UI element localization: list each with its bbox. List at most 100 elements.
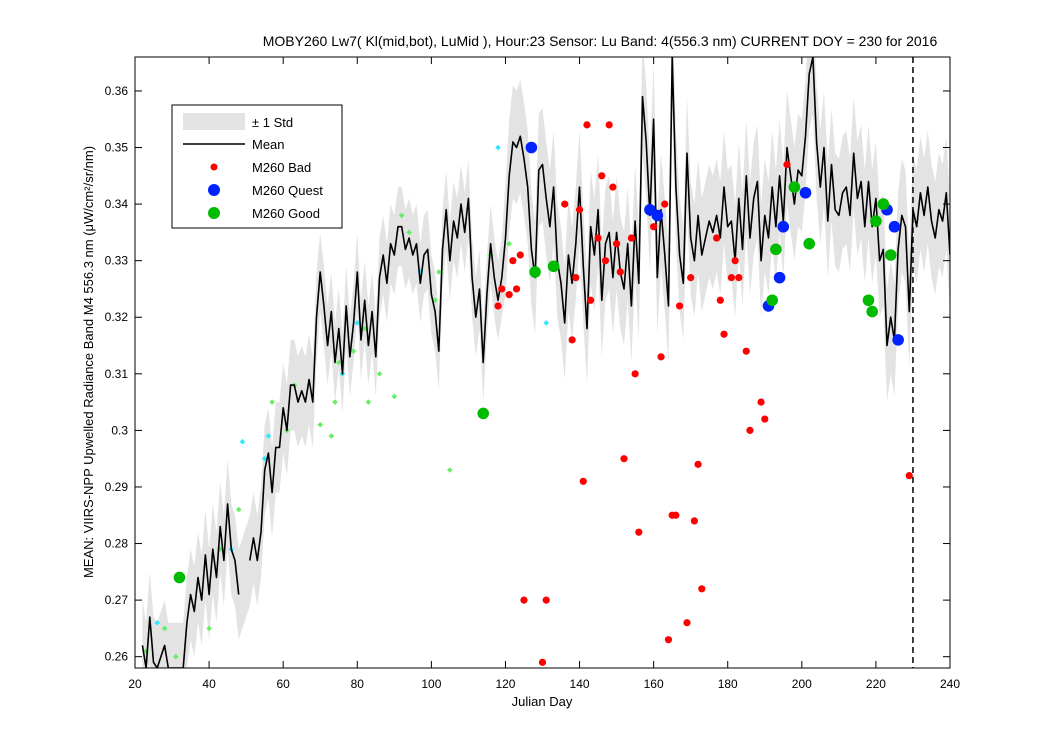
aux-cyan-point: [154, 619, 161, 626]
bad-point: [561, 200, 569, 208]
bad-point: [698, 585, 706, 593]
quest-point: [888, 220, 901, 233]
x-tick-label: 20: [128, 677, 142, 691]
bad-point: [683, 619, 691, 627]
bad-point: [572, 274, 580, 282]
aux-green-point: [317, 421, 324, 428]
x-tick-label: 40: [202, 677, 216, 691]
good-point: [770, 243, 782, 256]
aux-green-point: [328, 433, 335, 439]
bad-point: [742, 347, 750, 355]
good-point: [788, 181, 801, 193]
legend-bad-marker: [210, 163, 218, 171]
bad-point: [609, 183, 617, 191]
bad-point: [757, 398, 765, 406]
aux-green-point: [365, 399, 372, 405]
bad-point: [694, 460, 702, 468]
aux-green-point: [435, 269, 442, 275]
bad-point: [631, 370, 639, 378]
bad-point: [761, 415, 769, 423]
bad-point: [731, 257, 739, 265]
bad-point: [720, 330, 728, 338]
quest-point: [777, 220, 790, 233]
bad-point: [661, 200, 669, 208]
bad-point: [783, 160, 791, 169]
chart-title: MOBY260 Lw7( Kl(mid,bot), LuMid ), Hour:…: [263, 33, 938, 49]
bad-point: [520, 596, 528, 604]
bad-point: [664, 636, 673, 644]
bad-point: [746, 426, 754, 434]
bad-point: [601, 257, 610, 265]
bad-point: [594, 234, 602, 242]
good-point: [766, 294, 778, 307]
y-tick-label: 0.36: [105, 84, 129, 98]
legend-bad-label: M260 Bad: [252, 160, 311, 175]
good-point: [547, 260, 560, 273]
y-tick-label: 0.28: [105, 537, 129, 551]
aux-green-point: [332, 399, 338, 405]
x-tick-label: 60: [277, 677, 291, 691]
x-tick-label: 80: [351, 677, 365, 691]
bad-point: [616, 268, 624, 276]
marker-points-layer: [173, 121, 913, 666]
bad-point: [587, 296, 595, 304]
bad-point: [690, 517, 698, 525]
legend-quest-label: M260 Quest: [252, 183, 323, 198]
good-point: [877, 198, 890, 210]
quest-point: [892, 334, 904, 346]
bad-point: [713, 234, 721, 242]
bad-point: [627, 234, 636, 242]
y-tick-label: 0.27: [105, 593, 129, 607]
good-point: [803, 237, 816, 250]
aux-green-point: [172, 653, 179, 660]
x-tick-label: 240: [940, 677, 960, 691]
x-axis-label: Julian Day: [512, 694, 573, 709]
aux-cyan-point: [495, 144, 501, 151]
x-tick-label: 180: [718, 677, 738, 691]
quest-point: [525, 141, 538, 154]
legend-good-marker: [208, 207, 220, 219]
aux-green-point: [161, 625, 168, 632]
aux-green-point: [506, 240, 512, 247]
aux-green-point: [217, 546, 224, 552]
aux-green-point: [350, 348, 357, 354]
bad-point: [905, 472, 913, 480]
aux-cyan-point: [354, 320, 361, 326]
good-point: [866, 305, 879, 318]
quest-point: [651, 209, 664, 222]
aux-green-point: [376, 371, 383, 377]
y-tick-label: 0.31: [105, 367, 129, 381]
aux-cyan-point: [239, 438, 246, 445]
bad-point: [620, 455, 628, 463]
y-tick-label: 0.34: [105, 197, 129, 211]
plot-frame: [134, 56, 951, 669]
x-tick-label: 120: [495, 677, 515, 691]
y-tick-label: 0.33: [105, 254, 129, 268]
y-axis-label: MEAN: VIIRS-NPP Upwelled Radiance Band M…: [81, 146, 96, 578]
aux-green-point: [269, 399, 275, 405]
aux-cyan-point: [265, 433, 272, 439]
aux-green-point: [361, 325, 368, 332]
legend-std-swatch: [183, 113, 245, 130]
bad-point: [575, 206, 584, 214]
y-tick-label: 0.3: [111, 423, 128, 437]
bad-point: [509, 257, 517, 265]
x-axis-ticks: 20 40 60 80 100 120 140 160 180 200 220 240: [128, 57, 960, 691]
legend-std-label: ± 1 Std: [252, 115, 293, 130]
bad-point: [675, 302, 684, 310]
bad-point: [568, 336, 576, 344]
y-axis-ticks: 0.26 0.27 0.28 0.29 0.3 0.31 0.32 0.33 0.34 0.35 0…: [105, 84, 950, 664]
x-tick-label: 100: [421, 677, 441, 691]
aux-green-point: [447, 467, 453, 473]
bad-point: [687, 274, 695, 282]
bad-point: [498, 285, 506, 293]
bad-point: [542, 596, 550, 604]
aux-green-point: [391, 393, 398, 400]
y-tick-label: 0.32: [105, 310, 129, 324]
x-tick-label: 220: [866, 677, 886, 691]
quest-point: [773, 271, 786, 284]
mean-line-layer: [141, 57, 950, 668]
good-point: [884, 249, 897, 261]
quest-point: [799, 186, 812, 199]
legend-good-label: M260 Good: [252, 206, 320, 221]
